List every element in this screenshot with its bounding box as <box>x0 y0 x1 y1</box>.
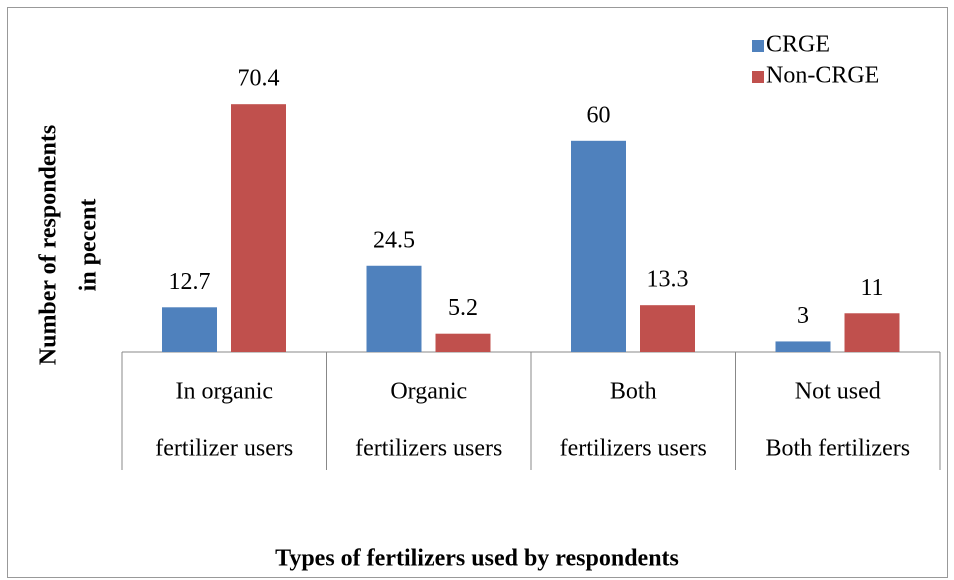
data-label: 60 <box>587 102 611 128</box>
data-label: 13.3 <box>647 267 689 293</box>
data-label: 70.4 <box>238 66 280 92</box>
x-tick-label: Both <box>610 379 657 405</box>
x-tick-label: In organic <box>175 379 273 405</box>
legend-swatch <box>752 71 764 83</box>
bar <box>775 341 831 352</box>
y-axis-title: Number of respondents in pecent <box>36 125 102 365</box>
data-label: 3 <box>797 303 809 329</box>
legend-swatch <box>752 40 764 52</box>
y-axis-title-line: Number of respondents <box>36 125 62 365</box>
chart-frame <box>7 7 948 578</box>
x-tick-label: Not used <box>795 379 881 405</box>
bar <box>231 104 286 352</box>
x-tick-label: Organic <box>390 379 467 405</box>
legend-label: CRGE <box>766 32 830 58</box>
legend-label: Non-CRGE <box>766 63 879 89</box>
x-axis-title: Types of fertilizers used by respondents <box>275 546 679 572</box>
data-label: 5.2 <box>448 295 478 321</box>
x-tick-label: Both fertilizers <box>765 436 910 462</box>
bar <box>640 305 695 352</box>
bar <box>844 313 900 352</box>
bar <box>162 307 217 352</box>
x-tick-label: fertilizers users <box>560 436 707 462</box>
data-label: 24.5 <box>373 227 415 253</box>
bar <box>435 333 491 352</box>
data-label: 11 <box>860 275 883 301</box>
bar <box>366 265 422 352</box>
data-label: 12.7 <box>169 269 211 295</box>
x-tick-label: fertilizer users <box>155 436 293 462</box>
bar <box>571 140 626 352</box>
y-axis-title-line: in pecent <box>76 199 102 292</box>
x-tick-label: fertilizers users <box>355 436 502 462</box>
